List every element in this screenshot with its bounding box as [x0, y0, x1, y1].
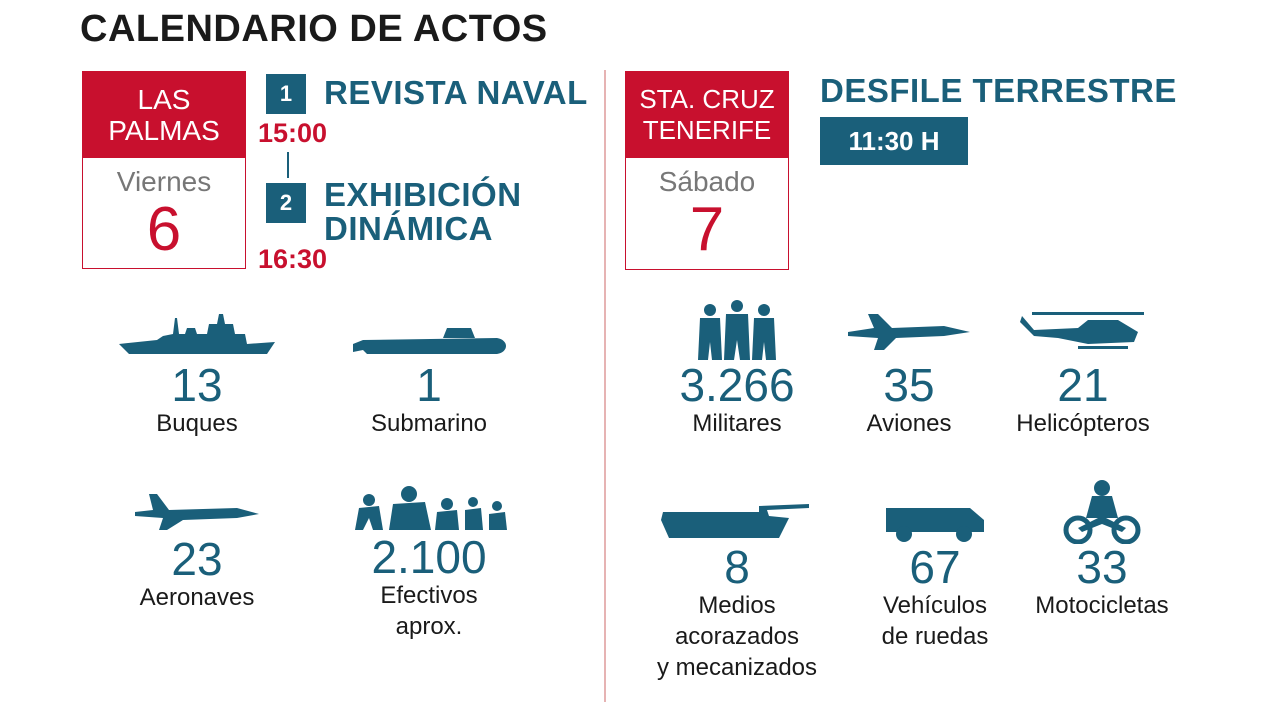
stat-value: 13 — [171, 359, 223, 411]
stat-label-line2: de ruedas — [881, 623, 989, 650]
calendar-header: LAS PALMAS — [83, 72, 245, 158]
stat-label-line2: acorazados — [674, 623, 800, 650]
stat-buques: 13 Buques — [112, 310, 282, 439]
event-number-1: 1 — [266, 74, 306, 114]
calendar-day-name: Sábado — [658, 166, 756, 197]
stat-label: Submarino — [370, 410, 488, 437]
stat-value: 2.100 — [371, 531, 487, 583]
page-title: CALENDARIO DE ACTOS — [80, 8, 548, 50]
event-time-2: 16:30 — [258, 244, 328, 274]
event-number-2: 2 — [266, 183, 306, 223]
calendar-header: STA. CRUZ TENERIFE — [626, 72, 788, 158]
event-time-badge: 11:30 H — [820, 117, 968, 165]
jet-icon — [848, 314, 970, 350]
vehicle-icon — [886, 508, 984, 542]
ship-icon — [119, 314, 275, 354]
timeline-connector — [287, 152, 289, 178]
event-title-line2: DINÁMICA — [324, 210, 493, 247]
event-title-revista-naval: REVISTA NAVAL — [324, 74, 588, 111]
motorcycle-icon — [1063, 480, 1141, 544]
stat-value: 1 — [416, 359, 442, 411]
stat-value: 3.266 — [679, 359, 795, 411]
calendar-sta-cruz: STA. CRUZ TENERIFE Sábado 7 — [625, 71, 789, 270]
calendar-place-line1: LAS — [137, 84, 191, 115]
calendar-place-line2: TENERIFE — [642, 115, 772, 145]
troops-icon — [355, 486, 507, 530]
stat-label: Motocicletas — [1035, 592, 1169, 619]
stat-label: Helicópteros — [1016, 410, 1150, 437]
stat-label: Buques — [156, 410, 238, 437]
stat-label: Militares — [692, 410, 782, 437]
calendar-las-palmas: LAS PALMAS Viernes 6 — [82, 71, 246, 269]
stat-value: 35 — [883, 359, 935, 411]
helicopter-icon — [1020, 312, 1144, 349]
tank-icon — [661, 504, 809, 538]
stat-value: 33 — [1076, 541, 1128, 593]
calendar-day-name: Viernes — [116, 166, 212, 197]
event-title-desfile: DESFILE TERRESTRE — [820, 72, 1177, 109]
aircraft-icon — [135, 494, 259, 530]
calendar-day-number: 6 — [146, 195, 182, 264]
stat-aeronaves: 23 Aeronaves — [112, 486, 282, 613]
stat-efectivos: 2.100 Efectivos aprox. — [344, 482, 514, 642]
calendar-day-number: 7 — [689, 195, 725, 264]
stat-value: 67 — [909, 541, 961, 593]
stat-value: 8 — [724, 541, 750, 593]
stat-label: Aviones — [866, 410, 952, 437]
stat-label-line1: Vehículos — [882, 592, 988, 619]
stat-motocicletas: 33 Motocicletas — [1032, 478, 1172, 621]
submarine-icon — [353, 328, 506, 354]
stat-label-line2: aprox. — [395, 613, 463, 640]
stat-label-line3: y mecanizados — [656, 654, 818, 681]
calendar-place-line2: PALMAS — [108, 115, 220, 146]
stat-militares: 3.266 Militares — [652, 298, 822, 439]
soldiers-icon — [698, 300, 776, 360]
event-time-1: 15:00 — [258, 118, 328, 148]
stat-medios-acorazados: 8 Medios acorazados y mecanizados — [652, 494, 822, 683]
calendar-place-line1: STA. CRUZ — [639, 84, 775, 114]
stat-label-line1: Medios — [698, 592, 776, 619]
stat-label-line1: Efectivos — [380, 582, 478, 609]
stat-submarino: 1 Submarino — [344, 310, 514, 439]
stat-label: Aeronaves — [139, 584, 255, 611]
stat-helicopteros: 21 Helicópteros — [998, 306, 1168, 439]
stat-value: 21 — [1057, 359, 1109, 411]
stat-aviones: 35 Aviones — [824, 306, 994, 439]
stat-vehiculos-ruedas: 67 Vehículos de ruedas — [850, 494, 1020, 652]
event-title-line1: EXHIBICIÓN — [324, 176, 522, 213]
event-title-exhibicion: EXHIBICIÓN DINÁMICA — [324, 178, 522, 246]
stat-value: 23 — [171, 533, 223, 585]
column-divider — [604, 70, 606, 702]
